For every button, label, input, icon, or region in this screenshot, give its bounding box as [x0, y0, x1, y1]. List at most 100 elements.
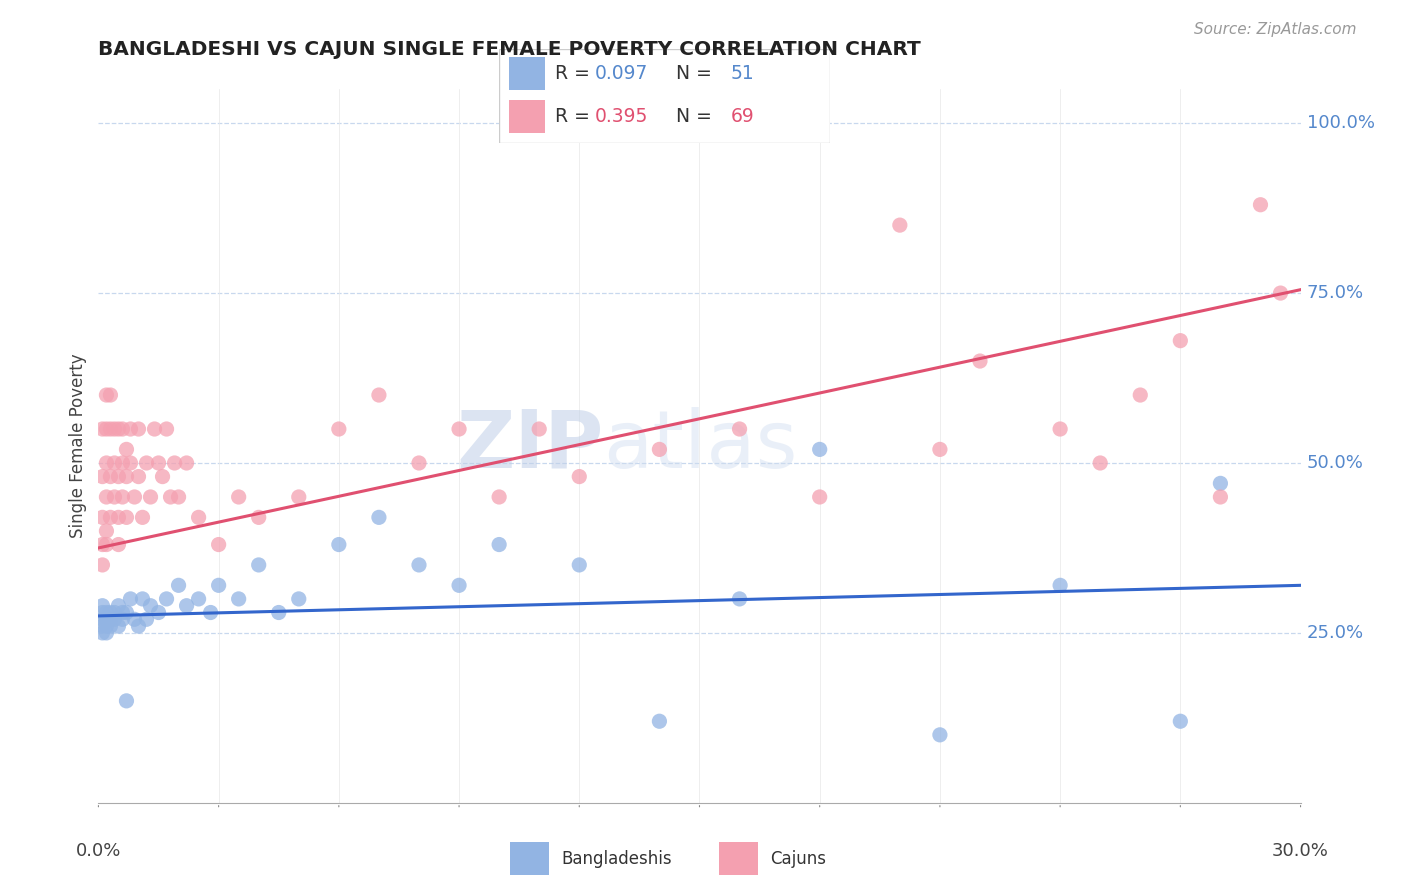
Point — [159, 490, 181, 504]
Text: 25.0%: 25.0% — [1306, 624, 1364, 642]
Point — [96, 422, 118, 436]
Text: 100.0%: 100.0% — [1306, 114, 1375, 132]
Point — [1049, 422, 1071, 436]
Point — [288, 591, 311, 606]
Point — [969, 354, 991, 368]
Point — [1049, 578, 1071, 592]
Point — [131, 510, 153, 524]
Point — [91, 510, 114, 524]
Text: 0.0%: 0.0% — [76, 842, 121, 860]
Point — [200, 606, 222, 620]
Text: N =: N = — [665, 107, 718, 126]
Point — [408, 456, 430, 470]
Point — [96, 490, 118, 504]
Point — [91, 537, 114, 551]
Point — [91, 606, 114, 620]
Point — [128, 619, 150, 633]
Text: Cajuns: Cajuns — [770, 849, 825, 868]
Point — [107, 599, 129, 613]
FancyBboxPatch shape — [718, 842, 758, 874]
Text: R =: R = — [555, 64, 596, 83]
Point — [368, 388, 391, 402]
Point — [929, 728, 952, 742]
Point — [1170, 334, 1192, 348]
Text: BANGLADESHI VS CAJUN SINGLE FEMALE POVERTY CORRELATION CHART: BANGLADESHI VS CAJUN SINGLE FEMALE POVER… — [98, 40, 921, 59]
Point — [96, 612, 118, 626]
Point — [728, 591, 751, 606]
Point — [187, 510, 209, 524]
Point — [103, 606, 125, 620]
Text: 30.0%: 30.0% — [1272, 842, 1329, 860]
Point — [100, 422, 122, 436]
Point — [328, 537, 350, 551]
Point — [103, 490, 125, 504]
Point — [247, 510, 270, 524]
Point — [167, 490, 190, 504]
Point — [368, 510, 391, 524]
Point — [100, 469, 122, 483]
Point — [267, 606, 290, 620]
Point — [247, 558, 270, 572]
Point — [96, 606, 118, 620]
Point — [120, 591, 142, 606]
Point — [91, 626, 114, 640]
Point — [648, 714, 671, 729]
Point — [1088, 456, 1111, 470]
Point — [155, 422, 177, 436]
Point — [187, 591, 209, 606]
Point — [139, 490, 162, 504]
Point — [91, 619, 114, 633]
Text: N =: N = — [665, 64, 718, 83]
Text: 51: 51 — [731, 64, 754, 83]
Point — [131, 591, 153, 606]
Point — [120, 456, 142, 470]
Point — [111, 606, 134, 620]
Text: R =: R = — [555, 107, 596, 126]
Point — [155, 591, 177, 606]
Point — [208, 537, 231, 551]
Point — [96, 537, 118, 551]
Point — [1250, 198, 1272, 212]
Text: 0.395: 0.395 — [595, 107, 648, 126]
Point — [124, 490, 146, 504]
Point — [96, 456, 118, 470]
Point — [91, 612, 114, 626]
Point — [152, 469, 174, 483]
Point — [135, 612, 157, 626]
Point — [1209, 476, 1232, 491]
Point — [128, 469, 150, 483]
Point — [176, 456, 198, 470]
Text: 50.0%: 50.0% — [1306, 454, 1364, 472]
Point — [143, 422, 166, 436]
Point — [107, 510, 129, 524]
Point — [1270, 286, 1292, 301]
Point — [111, 456, 134, 470]
Point — [103, 456, 125, 470]
Point — [120, 422, 142, 436]
Point — [115, 469, 138, 483]
FancyBboxPatch shape — [510, 842, 550, 874]
Text: Bangladeshis: Bangladeshis — [561, 849, 672, 868]
Point — [728, 422, 751, 436]
Y-axis label: Single Female Poverty: Single Female Poverty — [69, 354, 87, 538]
Point — [103, 422, 125, 436]
Point — [111, 612, 134, 626]
Text: 69: 69 — [731, 107, 754, 126]
Point — [128, 422, 150, 436]
Point — [176, 599, 198, 613]
Point — [808, 490, 831, 504]
Point — [163, 456, 186, 470]
Point — [148, 456, 170, 470]
Point — [111, 422, 134, 436]
Point — [568, 558, 591, 572]
Point — [100, 606, 122, 620]
Point — [1129, 388, 1152, 402]
Point — [115, 694, 138, 708]
Point — [529, 422, 551, 436]
Point — [148, 606, 170, 620]
Text: 0.097: 0.097 — [595, 64, 648, 83]
Point — [447, 578, 470, 592]
Point — [100, 510, 122, 524]
Point — [96, 388, 118, 402]
Point — [107, 469, 129, 483]
